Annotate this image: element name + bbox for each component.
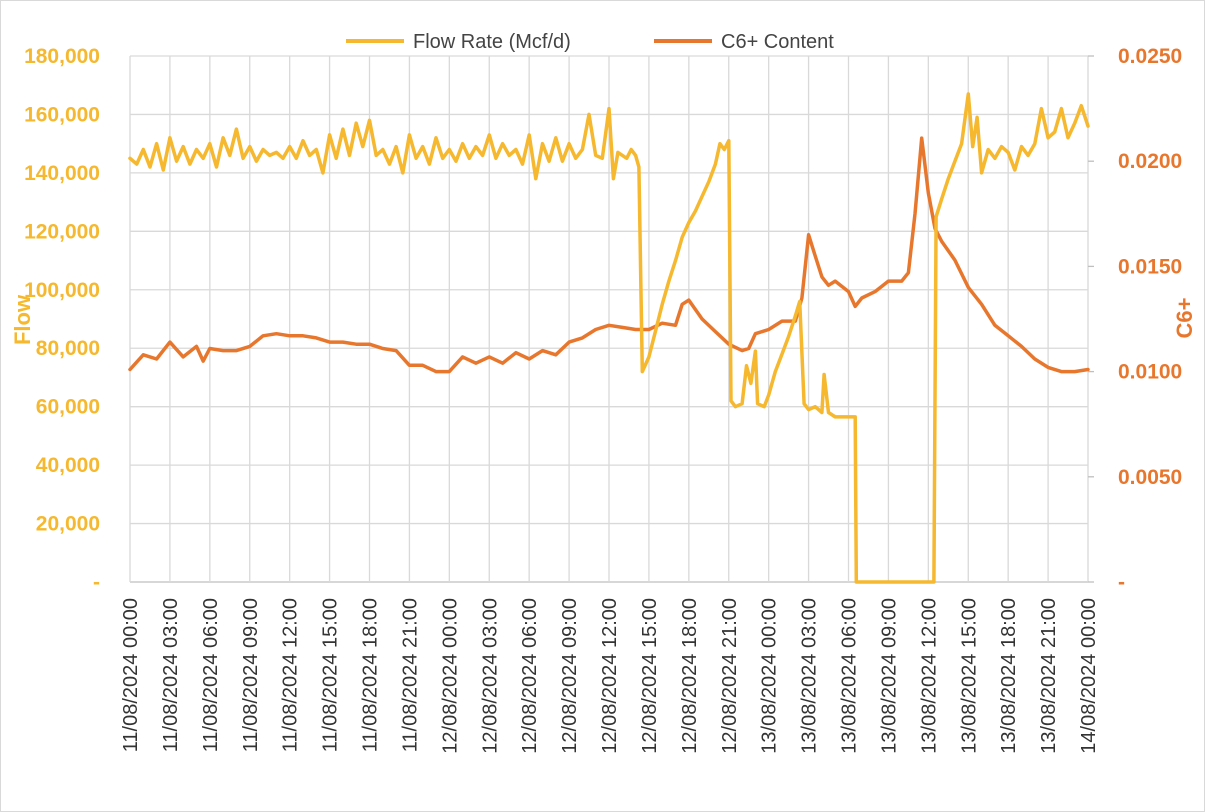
y-left-tick-label: - <box>93 571 100 594</box>
x-tick-label: 11/08/2024 06:00 <box>200 598 222 752</box>
x-tick-label: 13/08/2024 00:00 <box>759 598 781 754</box>
x-tick-label: 13/08/2024 03:00 <box>799 598 821 754</box>
y-right-tick-label: 0.0200 <box>1118 150 1182 173</box>
y-right-tick-label: 0.0100 <box>1118 361 1182 384</box>
y-axis-right-label: C6+ <box>1172 298 1197 339</box>
y-left-tick-label: 20,000 <box>36 513 100 536</box>
x-tick-label: 12/08/2024 18:00 <box>679 598 701 754</box>
x-tick-label: 13/08/2024 15:00 <box>958 598 980 754</box>
y-axis-right-ticks: - 0.0050 0.0100 0.0150 0.0200 0.0250 <box>1088 45 1182 594</box>
x-tick-label: 11/08/2024 12:00 <box>280 598 302 752</box>
x-tick-label: 13/08/2024 18:00 <box>998 598 1020 754</box>
x-tick-label: 12/08/2024 12:00 <box>599 598 621 754</box>
legend: Flow Rate (Mcf/d) C6+ Content <box>346 31 834 53</box>
y-axis-left-label: Flow <box>10 294 35 345</box>
y-left-tick-label: 140,000 <box>24 162 100 185</box>
legend-label-c6: C6+ Content <box>721 31 834 53</box>
x-tick-label: 11/08/2024 15:00 <box>320 598 342 752</box>
x-tick-label: 12/08/2024 21:00 <box>719 598 741 754</box>
series-lines <box>128 92 1090 584</box>
x-tick-label: 12/08/2024 15:00 <box>639 598 661 754</box>
y-left-tick-label: 120,000 <box>24 220 100 243</box>
y-left-tick-label: 180,000 <box>24 45 100 68</box>
x-tick-label: 12/08/2024 09:00 <box>559 598 581 754</box>
series-line-flow-rate <box>128 92 1090 584</box>
y-right-tick-label: 0.0150 <box>1118 255 1182 278</box>
x-tick-label: 11/08/2024 18:00 <box>360 598 382 752</box>
x-tick-label: 11/08/2024 09:00 <box>240 598 262 752</box>
y-axis-left-ticks: - 20,000 40,000 60,000 80,000 100,000 120,000 1… <box>24 45 100 594</box>
x-tick-label: 13/08/2024 21:00 <box>1038 598 1060 754</box>
y-right-tick-label: 0.0050 <box>1118 466 1182 489</box>
x-tick-label: 12/08/2024 06:00 <box>519 598 541 754</box>
x-axis-ticks: 11/08/2024 00:00 11/08/2024 03:00 11/08/20… <box>120 598 1100 754</box>
y-left-tick-label: 60,000 <box>36 396 100 419</box>
y-right-tick-label: - <box>1118 571 1125 594</box>
x-tick-label: 13/08/2024 09:00 <box>878 598 900 754</box>
x-tick-label: 12/08/2024 03:00 <box>479 598 501 754</box>
x-tick-label: 12/08/2024 00:00 <box>439 598 461 754</box>
series-line-c6-content <box>128 136 1090 374</box>
x-tick-label: 13/08/2024 06:00 <box>839 598 861 754</box>
x-tick-label: 11/08/2024 21:00 <box>399 598 421 752</box>
y-right-tick-label: 0.0250 <box>1118 45 1182 68</box>
x-tick-label: 14/08/2024 00:00 <box>1078 598 1100 754</box>
x-tick-label: 11/08/2024 00:00 <box>120 598 142 752</box>
legend-label-flow: Flow Rate (Mcf/d) <box>413 31 571 53</box>
y-left-tick-label: 100,000 <box>24 279 100 302</box>
y-left-tick-label: 40,000 <box>36 454 100 477</box>
y-left-tick-label: 80,000 <box>36 337 100 360</box>
x-tick-label: 13/08/2024 12:00 <box>918 598 940 754</box>
y-left-tick-label: 160,000 <box>24 103 100 126</box>
x-tick-label: 11/08/2024 03:00 <box>160 598 182 752</box>
